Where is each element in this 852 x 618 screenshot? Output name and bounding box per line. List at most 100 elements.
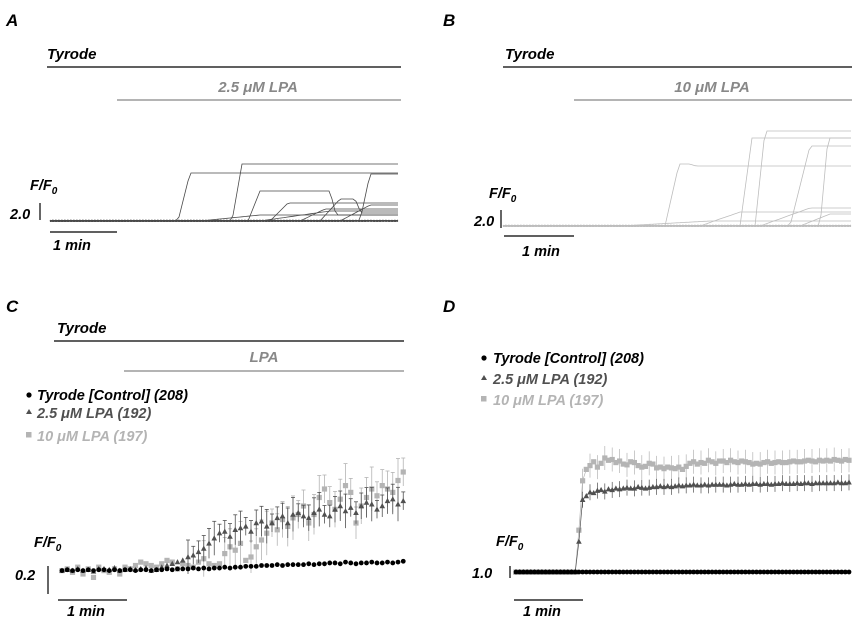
panel-c-point (64, 567, 70, 573)
panel-c-point (368, 501, 375, 507)
panel-c-point (190, 565, 196, 571)
panel-d-point (683, 482, 689, 488)
panel-d-point (824, 480, 830, 486)
panel-c-point (280, 563, 285, 568)
panel-d-point (587, 489, 593, 495)
panel-d-point (776, 459, 782, 465)
panel-d-point (583, 493, 590, 499)
panel-d-point (801, 480, 808, 486)
panel-a: A Tyrode 2.5 μM LPA F/F0 2.0 1 min (5, 11, 401, 254)
panel-d-point (650, 483, 656, 490)
panel-d-point (835, 479, 841, 485)
panel-d-point (598, 486, 604, 493)
panel-c-point (300, 513, 307, 519)
panel-d-point (524, 569, 530, 575)
panel-d-point (839, 569, 844, 575)
panel-d-point (846, 569, 852, 575)
panel-c-point (274, 527, 280, 533)
panel-c-point (117, 571, 123, 577)
panel-c-point (222, 564, 228, 570)
panel-b-trace (502, 224, 852, 228)
panel-c-point (274, 514, 281, 521)
panel-d-point (713, 460, 719, 466)
panel-c-point (305, 514, 312, 521)
panel-d-point (720, 458, 726, 464)
panel-a-trace (49, 190, 398, 223)
panel-d-point (735, 569, 741, 575)
panel-c-point (96, 567, 102, 573)
panel-d-point (609, 456, 615, 463)
panel-d-point (828, 569, 833, 575)
panel-d-point (791, 569, 796, 575)
panel-c-scale-x-label: 1 min (67, 604, 105, 618)
panel-c-point (306, 561, 312, 567)
panel-c-point (127, 567, 133, 573)
panel-d-point (809, 458, 815, 464)
panel-d-point (812, 480, 819, 486)
panel-d-point (716, 458, 723, 464)
panel-c-point (232, 564, 238, 570)
panel-c-point (374, 493, 380, 499)
panel-c-point (200, 545, 207, 551)
panel-d-point (802, 569, 807, 575)
panel-d-series-line (516, 457, 850, 573)
panel-c-point (216, 561, 223, 567)
panel-d-point (813, 569, 819, 575)
panel-d-point (690, 481, 697, 487)
panel-d-point (672, 569, 678, 575)
panel-d-point (798, 569, 804, 575)
panel-d-point (602, 455, 608, 461)
panel-d-point (735, 481, 741, 487)
panel-c-legend-10: 10 μM LPA (197) (37, 429, 147, 445)
panel-d-point (750, 461, 756, 467)
panel-d-point (761, 480, 767, 487)
panel-b-scale-y-label: 2.0 (473, 214, 494, 230)
panel-c-point (133, 568, 138, 573)
panel-c-point (369, 559, 375, 565)
panel-c-point (253, 563, 259, 569)
panel-d-point (569, 569, 574, 575)
panel-d-point (654, 569, 659, 575)
panel-c-point (80, 568, 86, 573)
panel-c-point (274, 562, 280, 568)
panel-d-point (698, 459, 704, 466)
panel-c-point (326, 513, 333, 519)
panel-d-point (635, 463, 641, 469)
panel-d-point (716, 481, 723, 487)
panel-c-point (174, 559, 181, 565)
panel-c-letter: C (6, 297, 19, 316)
panel-d-point (605, 486, 612, 492)
panel-c-point (379, 483, 385, 489)
panel-c-point (211, 565, 217, 571)
panel-c-point (264, 563, 270, 568)
panel-d-point (543, 569, 548, 575)
panel-d-point (702, 569, 708, 575)
panel-d-point (668, 465, 674, 471)
panel-d-point (813, 459, 819, 465)
panel-d-point (657, 569, 663, 575)
panel-d: D Tyrode [Control] (208) 2.5 μM LPA (192… (443, 297, 852, 618)
panel-d-point (624, 484, 630, 490)
panel-c-point (279, 513, 286, 519)
panel-a-scale-x-label: 1 min (53, 238, 91, 254)
panel-c-point (364, 560, 369, 566)
panel-c-point (285, 562, 291, 568)
panel-d-point (620, 461, 626, 467)
panel-d-point (591, 569, 597, 575)
panel-c-point (321, 511, 328, 517)
panel-d-point (691, 459, 697, 465)
panel-d-point (754, 569, 759, 575)
panel-d-point (535, 569, 541, 575)
panel-c-point (321, 486, 328, 492)
panel-a-tyrode-label: Tyrode (47, 46, 96, 63)
panel-a-traces (49, 163, 399, 223)
panel-c-point (258, 537, 265, 543)
panel-d-point (783, 569, 789, 575)
panel-d-point (820, 569, 826, 575)
panel-d-point (717, 569, 722, 575)
panel-c-point (201, 565, 207, 571)
panel-d-point (664, 483, 671, 489)
panel-c-point (175, 566, 180, 572)
panel-d-series-line (516, 481, 850, 573)
panel-b-letter: B (443, 11, 455, 30)
